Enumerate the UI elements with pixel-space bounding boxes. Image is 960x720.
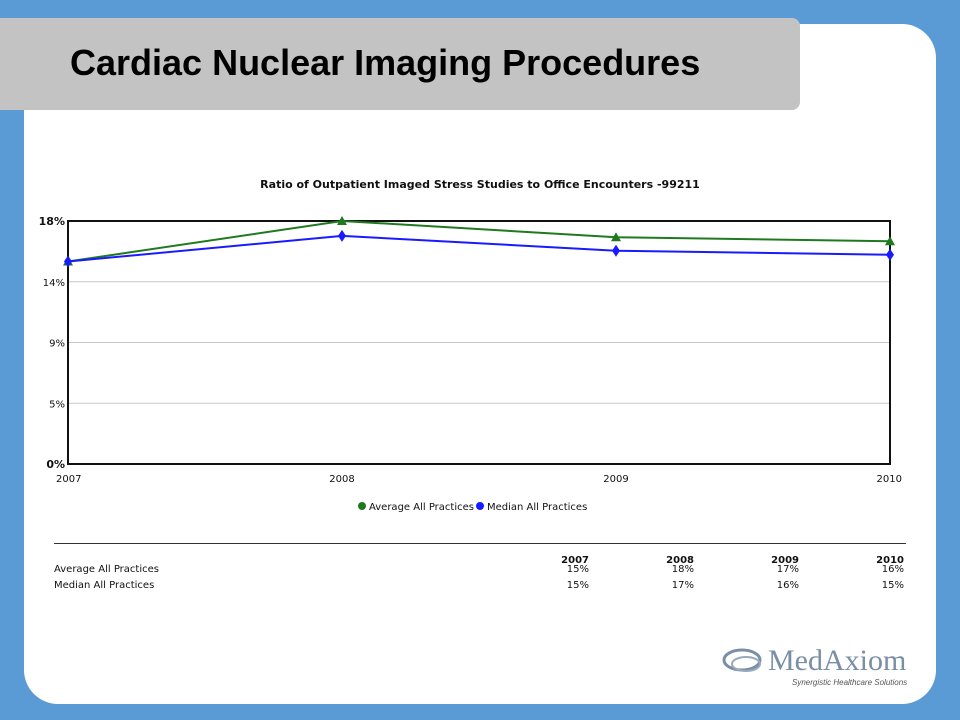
table-cell: 18% bbox=[671, 564, 694, 575]
data-point-diamond bbox=[64, 255, 72, 268]
x-tick-label: 2009 bbox=[603, 474, 628, 485]
data-point-triangle bbox=[885, 236, 895, 246]
y-tick-label: 5% bbox=[49, 399, 65, 410]
table-header-row: 2007 2008 2009 2010 bbox=[54, 544, 906, 566]
x-tick-label: 2008 bbox=[329, 474, 354, 485]
data-point-diamond bbox=[886, 248, 894, 261]
data-point-diamond bbox=[612, 244, 620, 257]
table-cell: 15% bbox=[566, 580, 589, 591]
series-line-1 bbox=[67, 219, 891, 263]
x-tick-label: 2010 bbox=[877, 474, 902, 485]
table-cell: 17% bbox=[776, 564, 799, 575]
table-cell: 16% bbox=[776, 580, 799, 591]
chart-title: Ratio of Outpatient Imaged Stress Studie… bbox=[260, 178, 700, 191]
title-bar: Cardiac Nuclear Imaging Procedures bbox=[0, 18, 800, 110]
table-row: Median All Practices 15% 17% 16% 15% bbox=[54, 580, 906, 596]
table-cell: 15% bbox=[881, 580, 904, 591]
y-tick-label: 14% bbox=[43, 278, 65, 289]
plot-frame bbox=[67, 220, 891, 465]
table-header-cell: 2010 bbox=[876, 555, 904, 566]
slide-panel bbox=[24, 24, 936, 704]
swirl-logo-icon bbox=[722, 648, 762, 672]
data-table: 2007 2008 2009 2010 Average All Practice… bbox=[54, 543, 906, 596]
slide-title: Cardiac Nuclear Imaging Procedures bbox=[70, 42, 701, 83]
table-row: Average All Practices 15% 18% 17% 16% bbox=[54, 564, 906, 580]
legend-label: Average All Practices bbox=[369, 502, 474, 513]
x-tick-label: 2007 bbox=[56, 474, 81, 485]
data-point-triangle bbox=[611, 232, 621, 242]
legend-marker bbox=[358, 502, 366, 510]
table-header-cell: 2007 bbox=[561, 555, 589, 566]
table-cell: 16% bbox=[881, 564, 904, 575]
table-cell: 17% bbox=[671, 580, 694, 591]
table-cell: 15% bbox=[566, 564, 589, 575]
legend-marker bbox=[476, 502, 484, 510]
legend-label: Median All Practices bbox=[487, 502, 587, 513]
medaxiom-logo: MedAxiom Synergistic Healthcare Solution… bbox=[720, 638, 920, 688]
data-point-diamond bbox=[338, 229, 346, 242]
table-header-cell: 2008 bbox=[666, 555, 694, 566]
table-header-cell: 2009 bbox=[771, 555, 799, 566]
logo-tagline: Synergistic Healthcare Solutions bbox=[792, 678, 908, 687]
y-tick-label: 18% bbox=[39, 215, 65, 228]
table-row-label: Average All Practices bbox=[54, 564, 159, 575]
left-strip bbox=[0, 0, 24, 720]
data-point-triangle bbox=[337, 216, 347, 225]
y-tick-label: 0% bbox=[46, 458, 65, 471]
table-row-label: Median All Practices bbox=[54, 580, 155, 591]
series-line-2 bbox=[67, 234, 891, 263]
logo-wordmark: MedAxiom bbox=[768, 644, 907, 677]
y-tick-label: 9% bbox=[49, 339, 65, 350]
